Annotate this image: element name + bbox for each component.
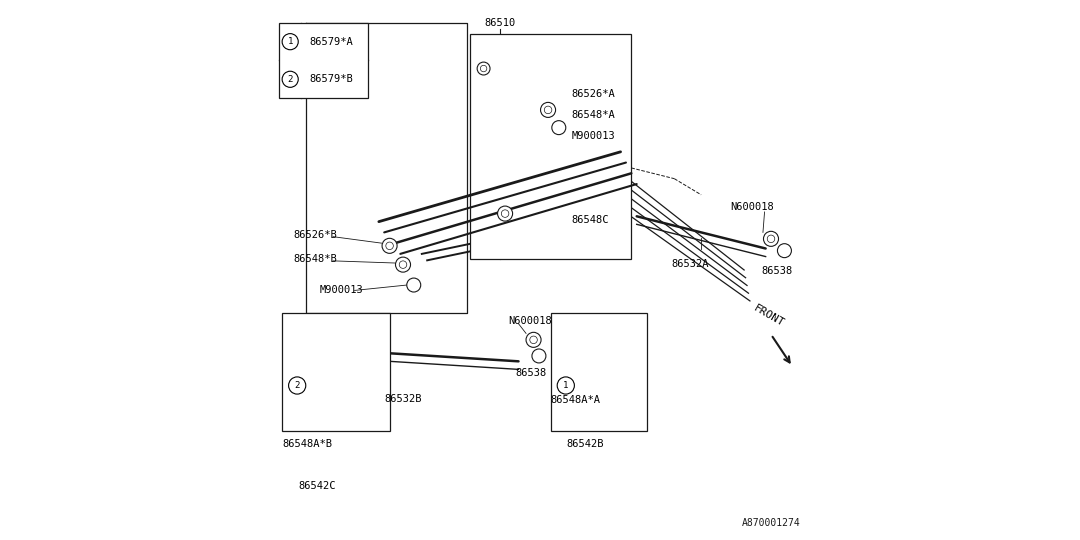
Circle shape: [481, 65, 487, 72]
Circle shape: [407, 278, 421, 292]
Circle shape: [382, 238, 397, 253]
Circle shape: [532, 349, 545, 363]
Text: 1: 1: [287, 37, 293, 46]
Circle shape: [764, 231, 779, 246]
Text: 86579*A: 86579*A: [309, 37, 353, 46]
Text: 86532B: 86532B: [384, 394, 422, 403]
Text: FRONT: FRONT: [752, 303, 786, 328]
Circle shape: [395, 257, 410, 272]
Text: 86548C: 86548C: [571, 215, 609, 225]
Circle shape: [767, 235, 774, 242]
FancyBboxPatch shape: [282, 313, 390, 431]
Text: 2: 2: [287, 75, 293, 84]
Text: 86538: 86538: [761, 266, 793, 276]
Text: M900013: M900013: [571, 131, 615, 141]
Text: 86548A*B: 86548A*B: [282, 439, 333, 449]
Text: M900013: M900013: [320, 286, 364, 295]
Text: 86510: 86510: [484, 18, 515, 28]
Text: 86526*A: 86526*A: [571, 89, 615, 99]
FancyBboxPatch shape: [470, 33, 632, 259]
Circle shape: [544, 106, 552, 113]
Text: 1: 1: [563, 381, 568, 390]
Text: N600018: N600018: [731, 201, 774, 212]
Circle shape: [282, 71, 298, 87]
Text: 86542C: 86542C: [298, 481, 336, 491]
FancyBboxPatch shape: [280, 23, 368, 98]
Text: 86548*A: 86548*A: [571, 110, 615, 120]
Circle shape: [530, 336, 538, 343]
Text: 86579*B: 86579*B: [309, 75, 353, 84]
Text: 2: 2: [295, 381, 300, 390]
Text: 86538: 86538: [516, 368, 548, 378]
Text: 86532A: 86532A: [672, 259, 710, 269]
Circle shape: [557, 377, 575, 394]
Circle shape: [552, 120, 566, 134]
Text: 86526*B: 86526*B: [293, 230, 337, 240]
Circle shape: [501, 210, 509, 218]
Circle shape: [778, 244, 792, 258]
Circle shape: [282, 33, 298, 50]
Circle shape: [526, 332, 541, 347]
Circle shape: [288, 377, 306, 394]
Text: 86548*B: 86548*B: [293, 254, 337, 264]
FancyBboxPatch shape: [551, 313, 647, 431]
Text: A870001274: A870001274: [742, 518, 800, 528]
Circle shape: [540, 103, 555, 117]
Circle shape: [498, 206, 513, 221]
Text: N600018: N600018: [508, 316, 552, 326]
Circle shape: [477, 62, 490, 75]
Text: 86548A*A: 86548A*A: [551, 395, 600, 404]
Circle shape: [386, 242, 393, 249]
Circle shape: [400, 261, 407, 268]
Text: 86542B: 86542B: [567, 438, 605, 449]
